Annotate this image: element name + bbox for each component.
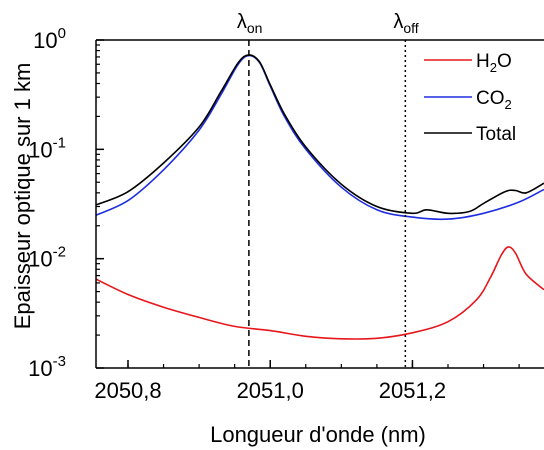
marker-label-symbol: λ [393, 11, 403, 33]
y-tick-exponent: 0 [58, 25, 66, 42]
y-tick-label: 10-3 [28, 353, 66, 381]
y-tick-base: 10 [28, 356, 52, 381]
legend-label-base: Total [476, 124, 516, 145]
legend-label-tail: O [497, 51, 512, 72]
series-line-h2o [96, 246, 544, 340]
legend-label-h2o: H2O [476, 51, 512, 75]
y-tick-base: 10 [28, 137, 52, 162]
x-tick-label: 2051,2 [379, 378, 446, 403]
marker-label-subscript: on [247, 20, 263, 36]
y-tick-base: 10 [33, 28, 57, 53]
x-axis-title: Longueur d'onde (nm) [210, 422, 426, 447]
y-tick-label: 10-2 [28, 244, 66, 272]
y-tick-label: 10-1 [28, 134, 66, 162]
y-tick-exponent: -1 [53, 134, 66, 151]
marker-layer: λon λoff [237, 11, 419, 368]
legend-label-subscript: 2 [490, 60, 497, 75]
y-tick-base: 10 [28, 247, 52, 272]
legend-label-subscript: 2 [505, 97, 512, 112]
x-tick-label: 2050,8 [94, 378, 161, 403]
y-axis-title: Epaisseur optique sur 1 km [10, 63, 35, 330]
legend-label-base: CO [476, 88, 505, 109]
marker-label-on: λon [237, 11, 263, 36]
y-tick-exponent: -2 [53, 244, 66, 261]
series-line-total [96, 54, 544, 215]
legend-label-co2: CO2 [476, 88, 512, 112]
marker-label-symbol: λ [237, 11, 247, 33]
series-layer [96, 54, 544, 340]
legend-label-base: H [476, 51, 490, 72]
marker-label-off: λoff [393, 11, 418, 36]
x-tick-label: 2051,0 [237, 378, 304, 403]
y-tick-exponent: -3 [53, 353, 66, 370]
y-tick-label: 100 [33, 25, 66, 53]
legend-label-total: Total [476, 124, 516, 145]
marker-label-subscript: off [403, 20, 418, 36]
